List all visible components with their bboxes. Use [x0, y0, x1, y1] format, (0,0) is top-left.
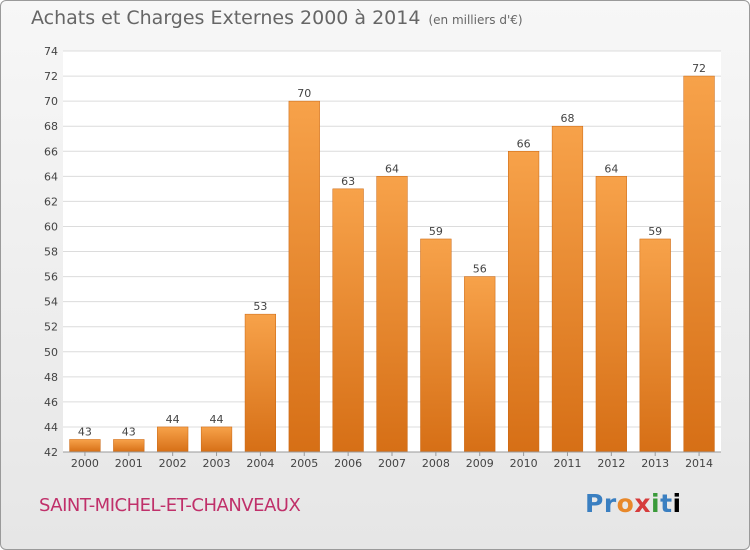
- bar-value-labels: 43 43 44 44 53 70 63 64 59 56 66 68 64 59 72: [78, 62, 706, 438]
- bar-value-label: 66: [517, 137, 531, 150]
- bar-value-label: 70: [297, 87, 311, 100]
- x-tick-label: 2007: [378, 457, 406, 470]
- y-tick-label: 48: [44, 371, 58, 384]
- y-tick-label: 60: [44, 220, 58, 233]
- bar: [69, 439, 101, 453]
- bar: [639, 238, 671, 453]
- bar: [200, 426, 233, 453]
- x-tick-label: 2000: [71, 457, 99, 470]
- bars: [69, 75, 715, 453]
- bar-value-label: 43: [122, 425, 136, 438]
- bar-value-label: 64: [604, 162, 618, 175]
- bar: [464, 276, 496, 453]
- x-axis-tick-labels: 2000 2001 2002 2003 2004 2005 2006 2007 2008 2009…: [71, 452, 713, 470]
- bar: [244, 313, 277, 453]
- bar: [157, 426, 189, 453]
- y-tick-label: 54: [44, 296, 58, 309]
- bar-value-label: 44: [210, 413, 224, 426]
- bar: [595, 176, 627, 453]
- x-tick-label: 2009: [466, 457, 494, 470]
- y-tick-label: 64: [44, 170, 58, 183]
- y-tick-label: 58: [44, 246, 58, 259]
- bar: [332, 188, 364, 453]
- bar-value-label: 63: [341, 175, 355, 188]
- bar: [507, 151, 540, 453]
- y-tick-label: 52: [44, 321, 58, 334]
- bar-value-label: 53: [253, 300, 267, 313]
- bar: [376, 176, 408, 453]
- y-tick-label: 66: [44, 145, 58, 158]
- bar-value-label: 68: [560, 112, 574, 125]
- bar: [551, 125, 584, 453]
- y-tick-label: 56: [44, 271, 58, 284]
- x-tick-label: 2008: [422, 457, 450, 470]
- y-tick-label: 70: [44, 95, 58, 108]
- bar-value-label: 59: [429, 225, 443, 238]
- bar-value-label: 43: [78, 425, 92, 438]
- y-tick-label: 44: [44, 421, 58, 434]
- x-tick-label: 2003: [203, 457, 231, 470]
- bar-value-label: 64: [385, 162, 399, 175]
- bar-value-label: 56: [473, 263, 487, 276]
- x-tick-label: 2011: [553, 457, 581, 470]
- bar: [288, 100, 320, 453]
- bar-value-label: 59: [648, 225, 662, 238]
- x-tick-label: 2004: [246, 457, 274, 470]
- x-tick-label: 2013: [641, 457, 669, 470]
- y-tick-label: 62: [44, 195, 58, 208]
- bar: [683, 75, 715, 453]
- chart-title: Achats et Charges Externes 2000 à 2014 (e…: [31, 7, 523, 29]
- y-tick-label: 46: [44, 396, 58, 409]
- bar: [420, 238, 452, 453]
- chart-title-text: Achats et Charges Externes 2000 à 2014: [31, 7, 421, 29]
- bar: [113, 439, 145, 453]
- y-axis-tick-labels: 42 44 46 48 50 52 54 56 58 60 62 64 66 68 70 72 74: [44, 45, 58, 459]
- y-tick-label: 50: [44, 346, 58, 359]
- bar-value-label: 72: [692, 62, 706, 75]
- x-tick-label: 2002: [159, 457, 187, 470]
- chart-subtitle: (en milliers d'€): [428, 13, 523, 27]
- y-tick-label: 68: [44, 120, 58, 133]
- x-tick-label: 2005: [290, 457, 318, 470]
- y-tick-label: 42: [44, 446, 58, 459]
- bar-value-label: 44: [166, 413, 180, 426]
- y-tick-label: 74: [44, 45, 58, 58]
- y-tick-label: 72: [44, 70, 58, 83]
- proxiti-logo: Proxiti: [585, 489, 682, 518]
- place-name: SAINT-MICHEL-ET-CHANVEAUX: [39, 495, 301, 516]
- x-tick-label: 2006: [334, 457, 362, 470]
- x-tick-label: 2001: [115, 457, 143, 470]
- x-tick-label: 2010: [510, 457, 538, 470]
- x-tick-label: 2012: [597, 457, 625, 470]
- x-tick-label: 2014: [685, 457, 713, 470]
